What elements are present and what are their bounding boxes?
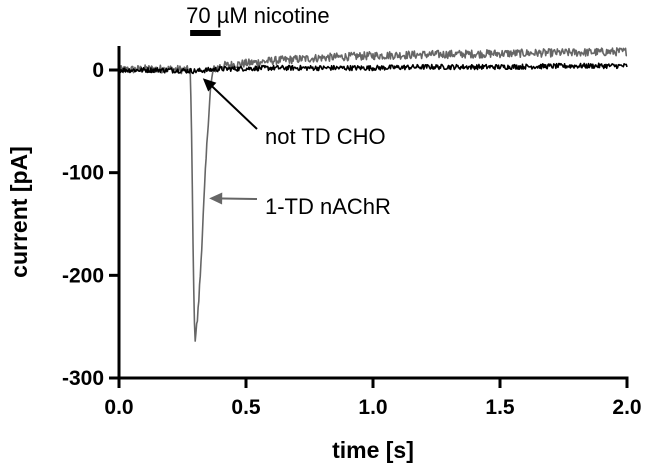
x-tick-label: 0.0 xyxy=(104,396,133,419)
y-tick-label: -300 xyxy=(62,367,104,390)
traces-layer xyxy=(118,47,628,342)
axes-layer: 0.0 0.5 1.0 1.5 2.0 0 -100 -200 -300 time [s] curr… xyxy=(6,46,642,463)
x-tick-label: 1.5 xyxy=(485,396,515,419)
trace-not-td-cho xyxy=(118,62,628,75)
x-tick-label: 1.0 xyxy=(358,396,387,419)
x-axis-title: time [s] xyxy=(332,437,414,463)
y-axis-title: current [pA] xyxy=(6,146,32,278)
x-tick-label: 0.5 xyxy=(231,396,261,419)
annotation-arrow-line xyxy=(208,82,258,130)
annotation-label: not TD CHO xyxy=(265,124,386,149)
y-tick-label: 0 xyxy=(92,59,104,82)
stimulus-bar xyxy=(190,30,221,36)
y-tick-label: -100 xyxy=(62,162,104,185)
annotations-layer: 70 µM nicotine not TD CHO 1-TD nAChR xyxy=(186,3,391,219)
annotation-arrowhead xyxy=(202,78,217,92)
stimulus-label: 70 µM nicotine xyxy=(186,3,330,28)
annotation-arrowhead xyxy=(209,192,223,205)
y-tick-label: -200 xyxy=(62,264,104,287)
trace-1-td-nachr xyxy=(118,47,628,342)
x-tick-label: 2.0 xyxy=(612,396,641,419)
annotation-label: 1-TD nAChR xyxy=(265,194,391,219)
